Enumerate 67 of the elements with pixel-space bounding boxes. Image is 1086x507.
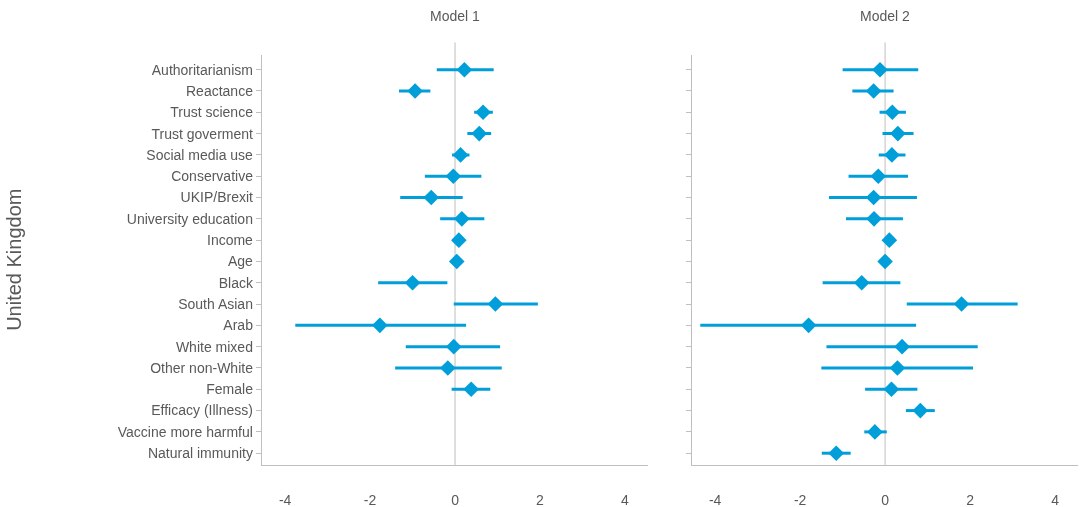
- point: [372, 317, 388, 334]
- y-tick-label: Trust science: [170, 104, 254, 121]
- point: [865, 189, 882, 206]
- y-tick-label: Other non-White: [150, 359, 254, 376]
- point: [865, 83, 882, 99]
- point: [889, 360, 906, 376]
- x-tick-label: 4: [621, 491, 630, 507]
- x-tick-label: 2: [966, 491, 975, 507]
- y-tick-label: Efficacy (Illness): [151, 402, 253, 419]
- point: [475, 104, 491, 121]
- point: [867, 424, 883, 440]
- y-tick-label: Income: [207, 232, 254, 249]
- x-tick-label: -4: [278, 491, 292, 507]
- point: [881, 232, 898, 248]
- x-tick-label: -2: [363, 491, 377, 507]
- y-tick-label: Trust goverment: [151, 125, 254, 142]
- chart-title: Model 2: [860, 8, 911, 24]
- point: [445, 168, 462, 185]
- x-tick-label: 0: [881, 491, 890, 507]
- y-tick-label: Black: [218, 274, 254, 291]
- y-tick-label: UKIP/Brexit: [180, 189, 254, 206]
- point: [440, 360, 456, 376]
- point: [890, 125, 906, 142]
- x-tick-label: -4: [708, 491, 722, 507]
- x-tick-label: 2: [536, 491, 545, 507]
- y-tick-label: Natural immunity: [147, 445, 253, 462]
- y-tick-label: Female: [206, 381, 254, 398]
- point: [487, 296, 504, 312]
- point: [471, 125, 488, 142]
- point: [448, 253, 465, 270]
- y-tick-label: Authoritarianism: [151, 61, 253, 78]
- point: [451, 232, 467, 248]
- point: [853, 274, 870, 291]
- x-tick-label: 0: [451, 491, 460, 507]
- point: [866, 211, 882, 227]
- point: [463, 381, 479, 398]
- point: [883, 381, 900, 398]
- x-tick-label: -2: [793, 491, 807, 507]
- y-tick-label: White mixed: [175, 338, 253, 355]
- y-tick-label: South Asian: [178, 295, 253, 312]
- y-tick-label: Social media use: [146, 146, 254, 163]
- point: [404, 274, 421, 291]
- point: [872, 61, 888, 78]
- y-tick-label: Vaccine more harmful: [117, 423, 253, 440]
- y-tick-label: Conservative: [171, 168, 254, 185]
- y-tick-label: Arab: [223, 317, 254, 334]
- y-axis-title: United Kingdom: [3, 188, 26, 331]
- x-tick-label: 4: [1051, 491, 1060, 507]
- y-tick-label: Reactance: [185, 82, 254, 99]
- point: [877, 253, 893, 270]
- point: [423, 189, 440, 206]
- point: [870, 168, 887, 185]
- point: [828, 445, 845, 461]
- point: [800, 317, 817, 334]
- point: [454, 211, 470, 227]
- y-tick-label: University education: [126, 210, 253, 227]
- point: [953, 296, 970, 312]
- point: [912, 402, 929, 419]
- point: [407, 83, 423, 99]
- point: [456, 61, 473, 78]
- point: [452, 147, 469, 163]
- point: [884, 104, 901, 121]
- point: [884, 147, 900, 163]
- chart-title: Model 1: [430, 8, 481, 24]
- point: [445, 338, 462, 355]
- y-tick-label: Age: [228, 253, 254, 270]
- point: [894, 338, 910, 355]
